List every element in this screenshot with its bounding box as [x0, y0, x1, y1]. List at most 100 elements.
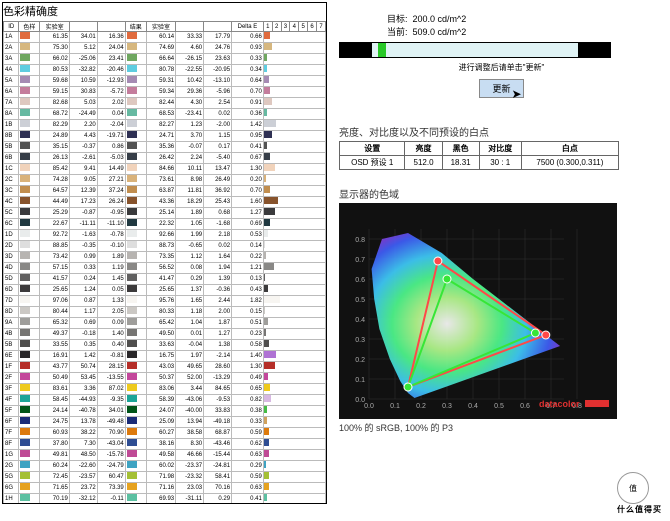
svg-text:0.4: 0.4 [468, 403, 478, 410]
col-header: 4 [290, 22, 299, 32]
color-swatch [20, 417, 30, 424]
delta-e-bar [264, 307, 265, 314]
color-swatch [20, 230, 30, 237]
delta-e-bar [264, 98, 272, 105]
color-swatch [20, 109, 30, 116]
svg-text:0.4: 0.4 [355, 317, 365, 324]
svg-text:0.6: 0.6 [520, 403, 530, 410]
svg-text:0.3: 0.3 [355, 337, 365, 344]
col-header: 2 [272, 22, 281, 32]
table-row: 1D92.72-1.63-0.7892.661.992.180.53 [4, 230, 326, 241]
table-row: 4D57.150.331.1956.520.081.941.21 [4, 263, 326, 274]
current-value: 509.0 cd/m^2 [413, 27, 467, 37]
color-swatch [20, 65, 30, 72]
svg-text:0.5: 0.5 [355, 297, 365, 304]
delta-e-bar [264, 329, 266, 336]
col-header [204, 22, 232, 32]
delta-e-bar [264, 197, 278, 204]
delta-e-bar [264, 142, 268, 149]
delta-e-bar [264, 43, 272, 50]
color-accuracy-panel: 色彩精确度 ID色样实验室结果实验室Delta E1234567 1A61.35… [2, 2, 327, 504]
table-row: 1C85.429.4114.4984.6610.1113.471.30 [4, 164, 326, 175]
color-swatch [20, 472, 30, 479]
table-row: 2F50.4953.45-13.5550.3752.00-13.290.49 [4, 373, 326, 384]
color-swatch [20, 483, 30, 490]
table-row: 4C44.4917.2326.2443.3618.2925.431.60 [4, 197, 326, 208]
table-row: 4A80.53-32.82-20.4680.78-22.55-20.950.34 [4, 65, 326, 76]
col-header: ID [4, 22, 19, 32]
col-header [69, 22, 97, 32]
table-row: 6F24.7513.78-49.4825.0913.94-49.180.33 [4, 417, 326, 428]
delta-e-bar [264, 318, 268, 325]
gamut-chart: 0.00.00.10.10.20.20.30.30.40.40.50.50.60… [339, 203, 617, 419]
delta-e-bar [264, 164, 275, 171]
presets-title: 亮度、对比度以及不同预设的白点 [339, 124, 664, 139]
delta-e-bar [264, 494, 268, 501]
delta-e-bar [264, 32, 270, 39]
table-row: 6B26.13-2.61-5.0326.422.24-5.400.67 [4, 153, 326, 164]
color-swatch [20, 54, 30, 61]
table-row: 7F60.9338.2270.9060.2738.5868.870.59 [4, 428, 326, 439]
color-swatch [20, 142, 30, 149]
table-row: 5B35.15-0.370.8635.36-0.070.170.41 [4, 142, 326, 153]
color-swatch [20, 120, 30, 127]
svg-text:0.0: 0.0 [364, 403, 374, 410]
col-header [97, 22, 125, 32]
table-row: 3A66.02-25.0623.4166.64-26.1523.630.33 [4, 54, 326, 65]
table-row: 6C22.67-11.11-11.1022.321.05-1.680.69 [4, 219, 326, 230]
cursor-icon: ➤ [512, 87, 522, 101]
delta-e-bar [264, 274, 265, 281]
watermark: 值 什么值得买 [617, 472, 662, 515]
table-row: 5B33.550.350.4033.63-0.041.380.58 [4, 340, 326, 351]
delta-e-bar [264, 384, 270, 391]
table-row: 5A59.6810.59-12.9359.3110.42-13.100.64 [4, 76, 326, 87]
delta-e-bar [264, 208, 275, 215]
color-swatch [20, 87, 30, 94]
color-swatch [20, 32, 30, 39]
delta-e-bar [264, 395, 271, 402]
color-swatch [20, 307, 30, 314]
color-swatch [20, 131, 30, 138]
color-swatch [20, 494, 30, 501]
color-swatch [20, 362, 30, 369]
refresh-hint: 进行调整后请单击"更新" [339, 62, 664, 73]
color-swatch [20, 340, 30, 347]
svg-text:0.6: 0.6 [355, 277, 365, 284]
color-swatch [20, 329, 30, 336]
color-table: ID色样实验室结果实验室Delta E1234567 1A61.3534.011… [3, 21, 326, 504]
table-row: 2C74.289.0527.2173.618.9826.490.20 [4, 175, 326, 186]
table-row: 2D88.85-0.35-0.1088.73-0.650.020.14 [4, 241, 326, 252]
svg-text:0.7: 0.7 [355, 257, 365, 264]
delta-e-bar [264, 131, 272, 138]
table-row: 6D25.651.240.0525.651.37-0.360.43 [4, 285, 326, 296]
table-row: 6E16.911.42-0.8116.751.97-2.141.40 [4, 351, 326, 362]
color-accuracy-title: 色彩精确度 [3, 3, 326, 19]
presets-table: 设置亮度黑色对比度白点 OSD 预设 1512.018.3130 : 17500… [339, 141, 619, 170]
gamut-caption: 100% 的 sRGB, 100% 的 P3 [339, 421, 664, 434]
color-swatch [20, 175, 30, 182]
table-row: 5C25.29-0.87-0.9525.141.890.681.27 [4, 208, 326, 219]
delta-e-bar [264, 296, 280, 303]
color-swatch [20, 285, 30, 292]
delta-e-bar [264, 87, 270, 94]
table-row: 1H70.19-32.12-0.1169.93-31.110.290.41 [4, 494, 326, 505]
delta-e-bar [264, 406, 267, 413]
delta-e-bar [264, 153, 270, 160]
delta-e-bar [264, 417, 267, 424]
delta-e-bar [264, 340, 269, 347]
brightness-bar [339, 42, 611, 58]
current-label: 当前: [387, 27, 408, 37]
col-header: 7 [316, 22, 325, 32]
col-header: 结果 [125, 22, 146, 32]
preset-header: 白点 [521, 142, 618, 156]
table-row: 7A82.685.032.0282.444.302.540.91 [4, 98, 326, 109]
target-label: 目标: [387, 14, 408, 24]
delta-e-bar [264, 76, 270, 83]
col-header: 6 [308, 22, 317, 32]
col-header: 色样 [19, 22, 40, 32]
delta-e-bar [264, 428, 269, 435]
color-swatch [20, 406, 30, 413]
delta-e-bar [264, 373, 268, 380]
table-row: 5F24.14-40.7834.0124.07-40.0033.830.38 [4, 406, 326, 417]
color-swatch [20, 197, 30, 204]
